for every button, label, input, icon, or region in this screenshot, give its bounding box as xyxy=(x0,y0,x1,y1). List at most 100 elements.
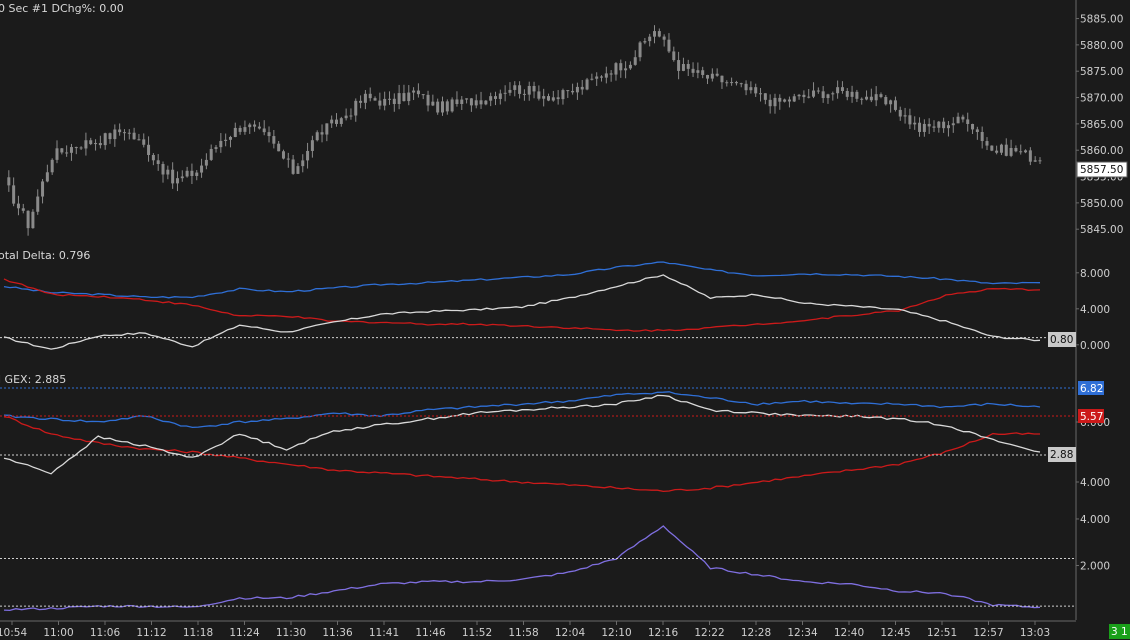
candle-body xyxy=(561,90,565,100)
candle-body xyxy=(378,100,382,106)
candle-body xyxy=(681,63,685,71)
candle-body xyxy=(922,123,926,132)
candle-body xyxy=(132,132,136,140)
candle-body xyxy=(479,100,483,105)
candle-body xyxy=(122,132,126,134)
time-tick-label: 11:52 xyxy=(462,627,492,639)
time-tick-label: 11:06 xyxy=(90,627,121,639)
candle-body xyxy=(301,160,305,167)
time-tick-label: 12:22 xyxy=(694,627,724,639)
time-tick-label: 11:58 xyxy=(508,627,538,639)
candle-body xyxy=(147,144,151,155)
candle-body xyxy=(739,83,743,85)
candle-body xyxy=(513,85,517,90)
candle-body xyxy=(151,154,155,161)
candle-body xyxy=(45,172,49,182)
time-tick-label: 11:18 xyxy=(183,627,213,639)
candle-body xyxy=(971,123,975,130)
candle-body xyxy=(898,109,902,117)
candle-body xyxy=(845,91,849,97)
candle-body xyxy=(108,133,112,140)
candle-body xyxy=(542,96,546,99)
candle-body xyxy=(701,70,705,75)
time-tick-label: 12:57 xyxy=(973,627,1003,639)
candle-body xyxy=(373,98,377,101)
candle-body xyxy=(262,128,266,133)
candle-body xyxy=(55,148,59,160)
corner-badge[interactable]: 3 1 xyxy=(1109,624,1130,639)
time-tick-label: 12:28 xyxy=(741,627,771,639)
candle-body xyxy=(344,115,348,119)
time-tick-label: 12:16 xyxy=(648,627,679,639)
candle-body xyxy=(339,118,343,124)
time-tick-label: 11:41 xyxy=(369,627,399,639)
candle-body xyxy=(1009,147,1013,156)
candle-body xyxy=(228,136,232,140)
candle-body xyxy=(200,165,204,173)
gex-last-badge: 2.88 xyxy=(1048,447,1076,462)
candle-body xyxy=(209,148,213,160)
candle-body xyxy=(69,147,73,153)
candle-body xyxy=(368,93,372,99)
gex-panel-title: l GEX: 2.885 xyxy=(0,373,66,386)
price-panel[interactable] xyxy=(7,25,1042,236)
candle-body xyxy=(614,63,618,75)
candle-body xyxy=(884,97,888,105)
candle-body xyxy=(281,151,285,159)
candle-body xyxy=(710,73,714,79)
candle-body xyxy=(253,124,257,127)
candle-body xyxy=(667,39,671,52)
candle-body xyxy=(508,89,512,93)
delta-ytick: 0.000 xyxy=(1080,340,1110,352)
candle-body xyxy=(633,57,637,65)
candle-body xyxy=(643,41,647,43)
candle-body xyxy=(320,132,324,135)
candle-body xyxy=(412,90,416,93)
candle-body xyxy=(942,121,946,129)
delta-series-line xyxy=(3,278,1041,332)
candle-body xyxy=(118,129,122,133)
indicator-panel[interactable] xyxy=(0,525,1076,612)
candle-body xyxy=(1038,160,1042,162)
candle-body xyxy=(706,74,710,79)
candle-body xyxy=(850,91,854,97)
candle-body xyxy=(932,126,936,128)
candle-body xyxy=(672,51,676,61)
candle-body xyxy=(595,76,599,79)
delta-panel[interactable] xyxy=(0,261,1048,350)
candle-body xyxy=(21,208,25,211)
gex-ytick: 4.000 xyxy=(1080,477,1110,489)
delta-ytick: 4.000 xyxy=(1080,304,1110,316)
candle-body xyxy=(460,99,464,105)
candle-body xyxy=(653,31,657,37)
candle-body xyxy=(387,98,391,100)
candle-body xyxy=(1024,150,1028,153)
price-ytick: 5870.00 xyxy=(1080,93,1123,105)
candle-body xyxy=(161,163,165,175)
gex-series-line xyxy=(3,416,1040,493)
candle-body xyxy=(171,169,175,184)
price-last-badge: 5857.50 xyxy=(1076,161,1128,178)
candle-body xyxy=(493,96,497,99)
candle-body xyxy=(89,140,93,145)
candle-body xyxy=(836,87,840,94)
candle-body xyxy=(869,96,873,101)
candle-body xyxy=(580,86,584,90)
candle-body xyxy=(484,100,488,105)
candle-body xyxy=(522,93,526,95)
svg-text:5.57: 5.57 xyxy=(1080,411,1103,423)
candle-body xyxy=(195,172,199,176)
candle-body xyxy=(518,85,522,94)
candle-body xyxy=(469,98,473,106)
candle-body xyxy=(966,119,970,124)
candle-body xyxy=(840,87,844,92)
delta-last-badge: 0.80 xyxy=(1048,332,1076,347)
candle-body xyxy=(436,101,440,113)
candle-body xyxy=(392,98,396,105)
candle-body xyxy=(315,132,319,141)
time-tick-label: 12:04 xyxy=(555,627,586,639)
candle-body xyxy=(812,90,816,97)
gex-panel[interactable] xyxy=(0,387,1076,493)
candle-body xyxy=(7,177,11,186)
